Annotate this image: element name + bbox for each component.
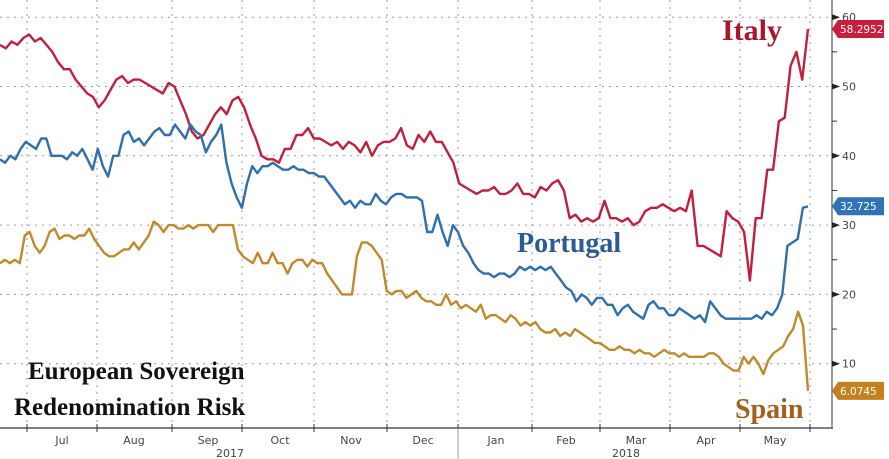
value-tag-italy: 58.2952 [832,20,884,39]
x-tick-label: Oct [270,434,290,447]
label-spain: Spain [735,394,804,425]
x-tick-label: May [764,434,787,447]
series-line-portugal [0,123,809,324]
x-tick-label: Jan [487,434,505,447]
x-year-label: 2017 [216,447,244,459]
series-line-italy [0,28,810,282]
label-portugal: Portugal [517,228,621,259]
y-tick-label: 10 [842,358,856,371]
x-tick-label: Nov [340,434,362,447]
y-tick-label: 50 [842,81,856,94]
x-tick-label: Aug [123,434,144,447]
series-line-spain [0,220,810,391]
value-tags: 58.2952 32.725 6.0745 [832,20,884,400]
x-ticks: Jul Aug Sep Oct Nov Dec Jan Feb Mar Apr May 2017 201… [26,424,811,459]
x-tick-label: Apr [696,434,716,447]
y-tick [832,152,840,159]
y-tick [832,291,840,298]
value-tag-text: 6.0745 [840,386,877,398]
x-tick-label: Feb [556,434,575,447]
x-tick-label: Dec [412,434,433,447]
y-tick [832,360,840,367]
value-tag-text: 58.2952 [840,24,883,36]
y-tick-label: 20 [842,288,856,301]
chart-title-line-2: Redenomination Risk [14,394,245,421]
chart-title-line-1: European Sovereign [28,358,245,385]
grid [0,0,832,428]
x-tick-label: Jul [54,434,68,447]
y-tick [832,83,840,90]
value-tag-spain: 6.0745 [832,381,884,400]
y-tick [832,222,840,229]
x-tick-label: Mar [626,434,647,447]
value-tag-text: 32.725 [840,201,877,213]
x-year-label: 2018 [612,447,640,459]
y-tick-label: 30 [842,219,856,232]
y-tick [832,14,840,21]
value-tag-portugal: 32.725 [832,197,884,216]
label-italy: Italy [722,14,782,47]
y-tick-label: 40 [842,150,856,163]
x-tick-label: Sep [198,434,219,447]
series-lines [0,28,810,391]
